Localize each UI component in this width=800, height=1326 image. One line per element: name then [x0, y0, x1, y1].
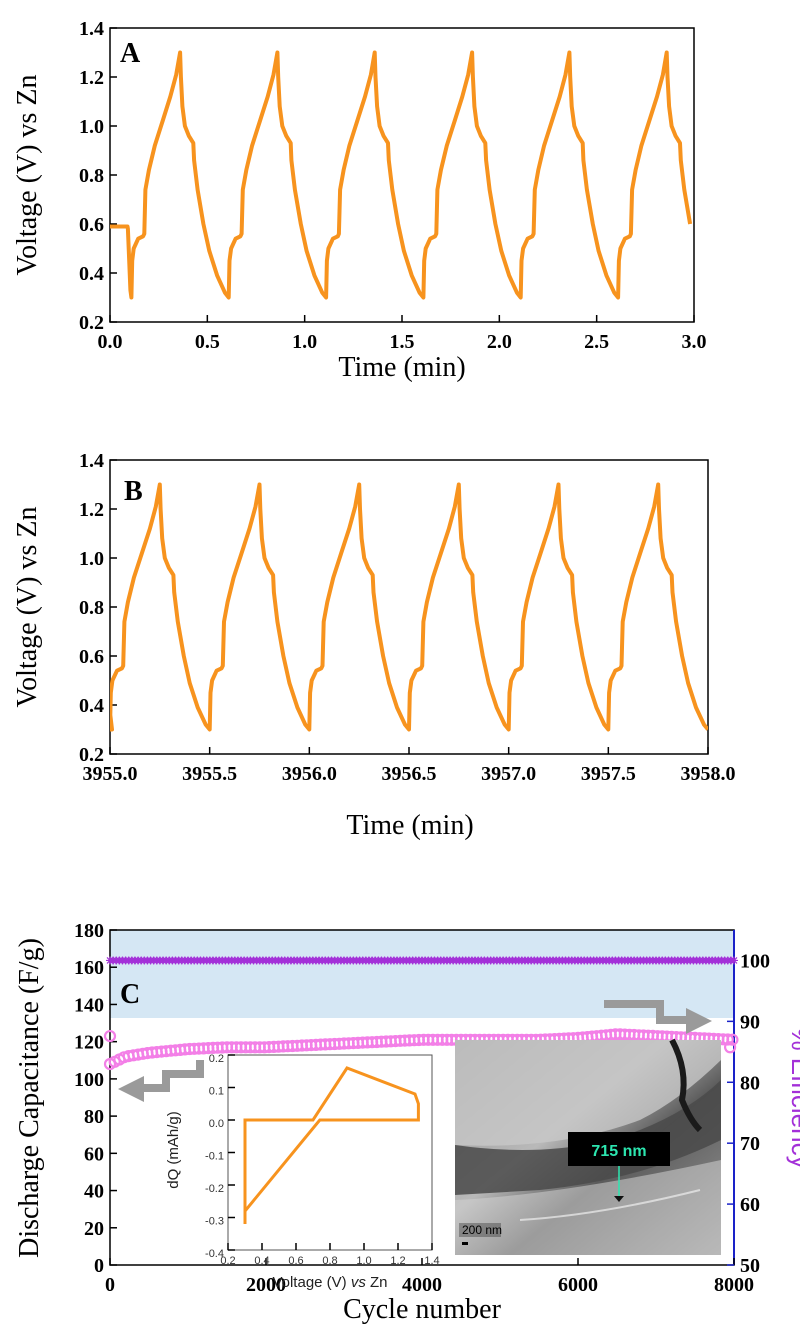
x-tick-label: 2.0: [487, 331, 512, 353]
x-tick-label: 0.4: [254, 1255, 269, 1267]
x-tick-label: 0.2: [220, 1255, 235, 1267]
y-tick-label: 80: [84, 1106, 104, 1128]
y-tick-label: -0.1: [205, 1151, 224, 1163]
voltage-curve: [110, 50, 693, 300]
x-tick-label: 1.0: [292, 331, 317, 353]
right-tick-label: 90: [740, 1011, 760, 1033]
measurement-label-box: [568, 1132, 670, 1166]
panel-label: B: [124, 476, 143, 507]
x-axis-label: Time (min): [338, 352, 465, 383]
inset-x-label: Voltage (V) vs Zn: [272, 1274, 387, 1291]
panel-c: C 0 2000 4000 6000 8000 0 20 40 60 80 100 120 140 160…: [14, 920, 800, 1325]
y-axis-label: Voltage (V) vs Zn: [12, 507, 43, 708]
x-tick-label: 3958.0: [681, 763, 736, 785]
y-tick-label: 0.6: [79, 646, 104, 668]
x-tick-label: 3.0: [682, 331, 707, 353]
dq-inset: 0.2 0.4 0.6 0.8 1.0 1.2 1.4 -0.4 -0.3 -0.2 -0.1 0.0…: [165, 1053, 440, 1291]
y-tick-label: 1.0: [79, 116, 104, 138]
x-tick-label: 4000: [402, 1274, 442, 1296]
right-tick-label: 50: [740, 1255, 760, 1277]
x-tick-label: 0.0: [98, 331, 123, 353]
x-tick-label: 2000: [246, 1274, 286, 1296]
capacitance-point: [723, 1041, 737, 1054]
x-tick-label: 0: [105, 1274, 115, 1296]
panel-b: B 3955.0 3955.5 3956.0 3956.5 3957.0 3957.5 39…: [12, 450, 736, 841]
y-tick-label: 60: [84, 1143, 104, 1165]
y-tick-label: 0.4: [79, 695, 104, 717]
y-tick-label: -0.3: [205, 1216, 224, 1228]
right-arrow-head: [686, 1008, 712, 1034]
y-tick-label: 120: [74, 1032, 104, 1054]
x-tick-label: 1.5: [390, 331, 415, 353]
y-tick-label: 1.0: [79, 548, 104, 570]
y-tick-label: 0.8: [79, 597, 104, 619]
y-tick-label: 0.2: [209, 1053, 224, 1065]
x-axis-label: Cycle number: [343, 1294, 502, 1325]
right-tick-label: 80: [740, 1072, 760, 1094]
measurement-label: 715 nm: [591, 1143, 646, 1160]
x-tick-label: 3955.5: [182, 763, 237, 785]
y-tick-label: 0.8: [79, 165, 104, 187]
x-tick-label: 6000: [558, 1274, 598, 1296]
right-tick-label: 100: [740, 950, 770, 972]
y-tick-label: 0.1: [209, 1086, 224, 1098]
x-tick-label: 0.6: [288, 1255, 303, 1267]
scale-bar: [462, 1242, 468, 1245]
right-tick-label: 70: [740, 1133, 760, 1155]
y-tick-label: 180: [74, 920, 104, 942]
inset-y-label: dQ (mAh/g): [165, 1111, 182, 1189]
efficiency-series: [106, 956, 738, 965]
y-tick-label: 20: [84, 1218, 104, 1240]
x-tick-label: 1.4: [424, 1255, 439, 1267]
x-tick-label: 3957.5: [581, 763, 636, 785]
y-tick-label: 160: [74, 957, 104, 979]
right-tick-label: 60: [740, 1194, 760, 1216]
right-arrow-icon: [604, 1000, 688, 1024]
capacitance-point: [726, 1033, 739, 1046]
panel-a: A 0.0 0.5 1.0 1.5 2.0 2.5 3.0 0.2 0.4 0.6 0.8 1.0 1.…: [12, 18, 707, 383]
capacitance-point: [103, 1029, 117, 1043]
scale-bar-label: 200 nm: [462, 1223, 502, 1237]
x-tick-label: 3956.5: [382, 763, 437, 785]
y-tick-label: 1.4: [79, 450, 104, 472]
x-tick-label: 1.2: [390, 1255, 405, 1267]
y-axis-label: Voltage (V) vs Zn: [12, 75, 43, 276]
y-tick-label: 0.2: [79, 744, 104, 766]
measurement-marker: [614, 1196, 624, 1202]
left-arrow-head: [118, 1076, 144, 1102]
y-tick-label: 0: [94, 1255, 104, 1277]
y-tick-label: 1.2: [79, 67, 104, 89]
efficiency-point: [730, 956, 738, 965]
dq-curve: [243, 1066, 420, 1224]
capacitance-point: [721, 1033, 734, 1046]
y-tick-label: -0.4: [205, 1248, 224, 1260]
y-tick-label: 0.0: [209, 1118, 224, 1130]
y-tick-label: 0.2: [79, 312, 104, 334]
left-arrow-icon: [140, 1060, 204, 1092]
right-axis-label: % Efficiency: [786, 1027, 800, 1168]
y-tick-label: 1.4: [79, 18, 104, 40]
x-tick-label: 8000: [714, 1274, 754, 1296]
y-tick-label: 0.6: [79, 214, 104, 236]
panel-label: C: [120, 979, 140, 1010]
y-tick-label: 100: [74, 1069, 104, 1091]
x-tick-label: 3957.0: [481, 763, 536, 785]
x-tick-label: 0.5: [195, 331, 220, 353]
y-axis-label: Discharge Capacitance (F/g): [14, 938, 45, 1258]
x-tick-label: 2.5: [584, 331, 609, 353]
y-tick-label: 1.2: [79, 499, 104, 521]
x-tick-label: 0.8: [322, 1255, 337, 1267]
x-tick-label: 1.0: [356, 1255, 371, 1267]
voltage-curve: [110, 482, 708, 732]
y-tick-label: 40: [84, 1181, 104, 1203]
x-axis-label: Time (min): [346, 810, 473, 841]
y-tick-label: 0.4: [79, 263, 104, 285]
y-tick-label: -0.2: [205, 1183, 224, 1195]
y-tick-label: 140: [74, 994, 104, 1016]
x-tick-label: 3956.0: [282, 763, 337, 785]
sem-image: 715 nm 200 nm: [455, 1038, 721, 1255]
x-tick-label: 3955.0: [83, 763, 138, 785]
panel-label: A: [120, 38, 141, 69]
